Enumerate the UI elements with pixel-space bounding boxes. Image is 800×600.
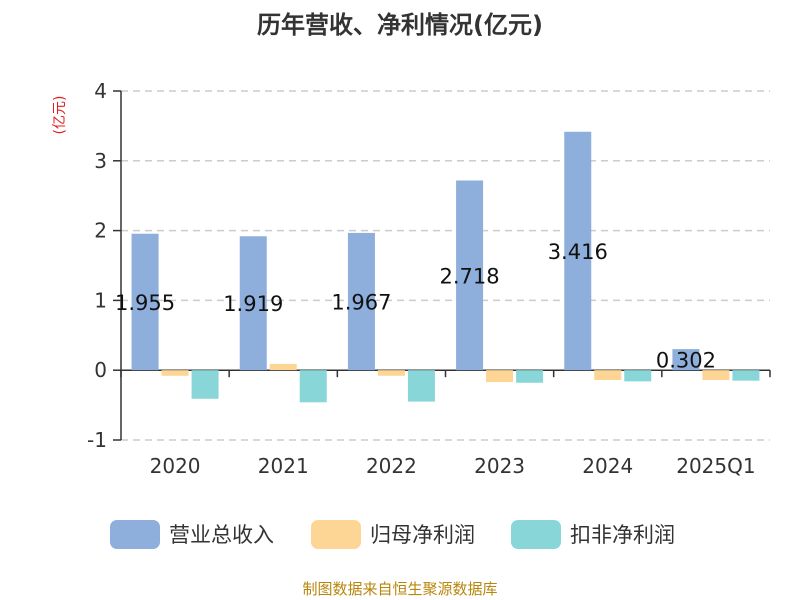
bar-营业总收入 xyxy=(131,233,159,371)
bar-归母净利润 xyxy=(161,370,189,376)
data-label: 1.967 xyxy=(331,291,391,315)
y-tick-label: 0 xyxy=(94,358,107,382)
x-tick-label: 2025Q1 xyxy=(676,454,755,478)
data-label: 2.718 xyxy=(440,264,500,288)
data-label: 1.919 xyxy=(223,292,283,316)
legend-item: 营业总收入 xyxy=(110,520,274,549)
legend-swatch xyxy=(311,520,361,549)
bar-营业总收入 xyxy=(347,232,375,371)
data-label: 1.955 xyxy=(115,291,175,315)
legend-swatch xyxy=(511,520,561,549)
legend-item: 扣非净利润 xyxy=(511,520,675,549)
x-tick-label: 2020 xyxy=(150,454,201,478)
legend-label: 归母净利润 xyxy=(370,523,475,547)
bar-归母净利润 xyxy=(702,370,730,380)
bar-营业总收入 xyxy=(239,236,267,371)
y-tick-label: 4 xyxy=(94,79,107,103)
bar-扣非净利润 xyxy=(299,370,327,403)
bar-归母净利润 xyxy=(594,370,622,380)
bar-归母净利润 xyxy=(269,363,297,371)
data-label: 3.416 xyxy=(548,240,608,264)
legend: 营业总收入 归母净利润 扣非净利润 xyxy=(110,520,675,549)
bar-营业总收入 xyxy=(564,131,592,371)
x-tick-label: 2021 xyxy=(258,454,309,478)
legend-label: 扣非净利润 xyxy=(570,523,675,547)
bar-扣非净利润 xyxy=(732,370,760,381)
x-tick-label: 2023 xyxy=(474,454,525,478)
bar-扣非净利润 xyxy=(191,370,219,399)
y-tick-label: 2 xyxy=(94,219,107,243)
legend-label: 营业总收入 xyxy=(169,523,274,547)
x-tick-label: 2022 xyxy=(366,454,417,478)
data-label: 0.302 xyxy=(656,349,716,373)
gridlines xyxy=(121,90,770,441)
chart-title: 历年营收、净利情况(亿元) xyxy=(257,11,543,39)
legend-item: 归母净利润 xyxy=(311,520,475,549)
bar-扣非净利润 xyxy=(407,370,435,402)
bar-营业总收入 xyxy=(672,349,700,371)
y-tick-label: 3 xyxy=(94,149,107,173)
bar-归母净利润 xyxy=(377,370,405,376)
y-axis-unit-label: (亿元) xyxy=(52,96,68,135)
y-tick-label: 1 xyxy=(94,288,107,312)
bar-扣非净利润 xyxy=(624,370,652,382)
source-caption: 制图数据来自恒生聚源数据库 xyxy=(302,580,497,598)
bars xyxy=(131,131,760,403)
axes: -1 0 1 2 3 4 2020 2021 2022 2023 2024 2025Q1 xyxy=(87,79,771,478)
legend-swatch xyxy=(110,520,160,549)
y-tick-label: -1 xyxy=(87,428,107,452)
bar-营业总收入 xyxy=(456,180,484,371)
x-tick-label: 2024 xyxy=(582,454,633,478)
data-labels: 1.955 1.919 1.967 2.718 3.416 0.302 xyxy=(115,240,716,373)
bar-扣非净利润 xyxy=(516,370,544,383)
bar-归母净利润 xyxy=(486,370,514,383)
